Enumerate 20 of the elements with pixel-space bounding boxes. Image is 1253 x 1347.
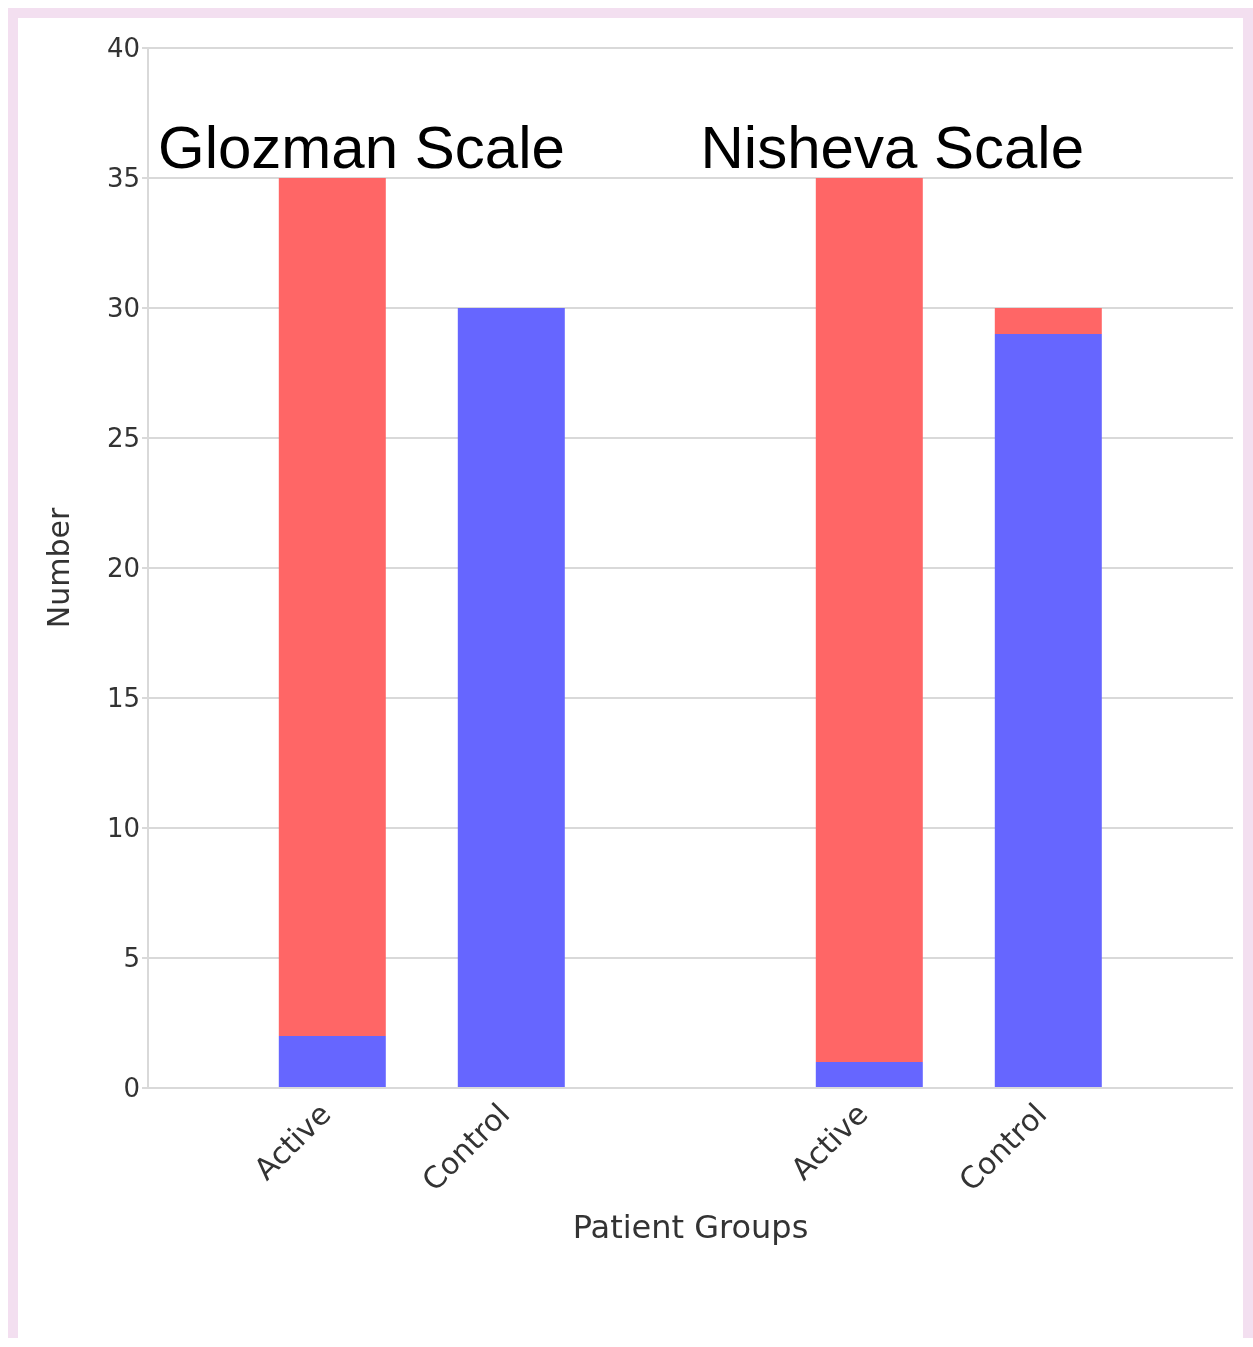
bar [815,1062,923,1088]
bar [278,1036,386,1088]
bar [457,308,565,1088]
y-tick-label: 30 [106,293,140,324]
y-tick-label: 25 [106,423,140,454]
y-tick-label: 15 [106,683,140,714]
annotation: Glozman Scale [158,113,566,182]
x-axis-title: Patient Groups [572,1208,809,1246]
y-tick-label: 35 [106,163,140,194]
y-tick-label: 40 [106,33,140,64]
y-tick-label: 0 [123,1073,140,1104]
y-tick-label: 10 [106,813,140,844]
bar [815,178,923,1062]
bar [994,334,1102,1088]
y-tick-label: 20 [106,553,140,584]
bar [278,178,386,1036]
annotation: Nisheva Scale [700,113,1086,182]
y-tick-label: 5 [123,943,140,974]
y-axis-title: Number [40,507,76,629]
bar [994,308,1102,334]
